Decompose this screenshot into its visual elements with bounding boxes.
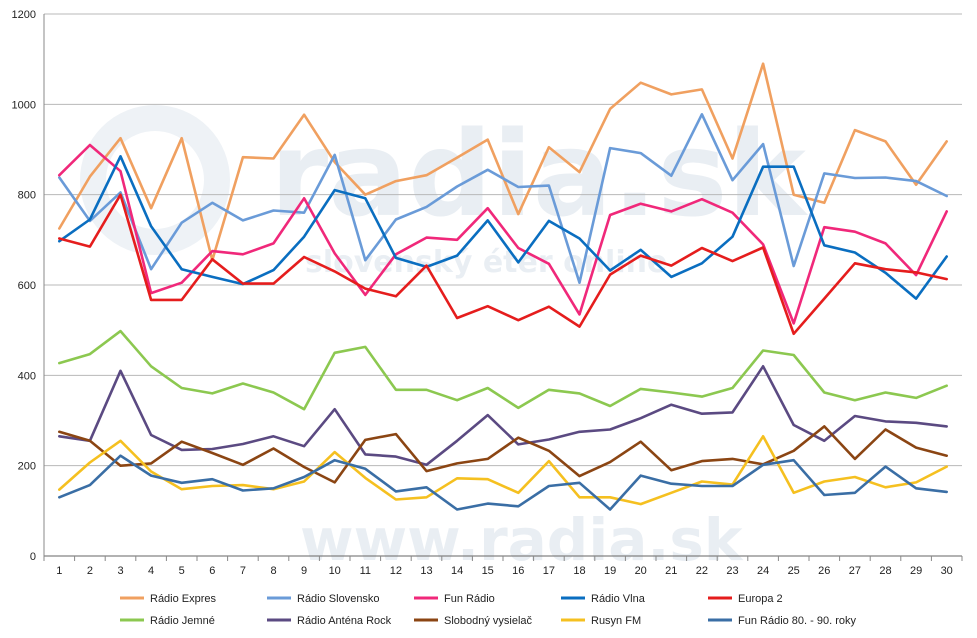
legend-label: Rádio Expres <box>150 593 217 605</box>
y-tick-label: 1000 <box>12 99 36 111</box>
series-line-10 <box>57 454 949 511</box>
x-tick-label: 27 <box>849 565 861 577</box>
grid-lines <box>44 13 962 557</box>
x-tick-label: 18 <box>573 565 585 577</box>
x-tick-label: 17 <box>543 565 555 577</box>
x-tick-label: 3 <box>117 565 123 577</box>
x-tick-label: 4 <box>148 565 154 577</box>
x-tick-label: 8 <box>270 565 276 577</box>
watermark-logo-circle <box>80 105 230 255</box>
series-line-7 <box>57 364 949 467</box>
x-tick-label: 9 <box>301 565 307 577</box>
watermark-tagline: slovenský éter online <box>305 245 667 280</box>
y-tick-label: 600 <box>18 280 36 292</box>
x-tick-label: 28 <box>879 565 891 577</box>
x-tick-label: 5 <box>179 565 185 577</box>
x-tick-label: 15 <box>482 565 494 577</box>
x-tick-label: 19 <box>604 565 616 577</box>
series-line-2 <box>57 113 949 285</box>
x-tick-label: 7 <box>240 565 246 577</box>
legend-label: Rusyn FM <box>591 615 641 627</box>
x-tick-label: 12 <box>390 565 402 577</box>
series-lines <box>57 62 949 511</box>
x-tick-label: 23 <box>726 565 738 577</box>
x-tick-label: 1 <box>56 565 62 577</box>
x-tick-label: 26 <box>818 565 830 577</box>
x-tick-label: 25 <box>788 565 800 577</box>
x-tick-label: 10 <box>329 565 341 577</box>
watermark-url: www.radia.sk <box>300 506 744 574</box>
watermark: radia.sk slovenský éter online www.radia… <box>80 105 808 574</box>
y-tick-label: 200 <box>18 461 36 473</box>
legend-label: Fun Rádio <box>444 593 495 605</box>
y-tick-label: 400 <box>18 370 36 382</box>
legend-label: Europa 2 <box>738 593 783 605</box>
series-line-4 <box>57 155 949 300</box>
legend-label: Slobodný vysielač <box>444 615 533 627</box>
series-line-8 <box>57 425 949 484</box>
series-line-1 <box>57 62 949 262</box>
x-tick-label: 2 <box>87 565 93 577</box>
series-line-9 <box>57 434 949 506</box>
x-tick-label: 29 <box>910 565 922 577</box>
x-tick-label: 30 <box>941 565 953 577</box>
legend-label: Rádio Slovensko <box>297 593 380 605</box>
legend-label: Rádio Jemné <box>150 615 215 627</box>
x-tick-label: 21 <box>665 565 677 577</box>
x-tick-label: 13 <box>420 565 432 577</box>
legend-label: Fun Rádio 80. - 90. roky <box>738 615 857 627</box>
series-line-5 <box>57 193 949 336</box>
series-line-3 <box>57 143 949 325</box>
legend: Rádio Expres Rádio Slovensko Fun Rádio Rádi… <box>120 593 857 627</box>
x-tick-label: 24 <box>757 565 769 577</box>
y-tick-label: 0 <box>30 551 36 563</box>
watermark-logo-text: radia.sk <box>270 105 808 243</box>
series-line-6 <box>57 329 949 411</box>
legend-label: Rádio Anténa Rock <box>297 615 392 627</box>
x-tick-label: 6 <box>209 565 215 577</box>
y-tick-label: 1200 <box>12 9 36 21</box>
legend-label: Rádio Vlna <box>591 593 646 605</box>
x-tick-label: 20 <box>635 565 647 577</box>
x-tick-label: 14 <box>451 565 463 577</box>
x-tick-label: 22 <box>696 565 708 577</box>
y-tick-label: 800 <box>18 190 36 202</box>
x-tick-label: 16 <box>512 565 524 577</box>
x-tick-label: 11 <box>360 565 371 577</box>
